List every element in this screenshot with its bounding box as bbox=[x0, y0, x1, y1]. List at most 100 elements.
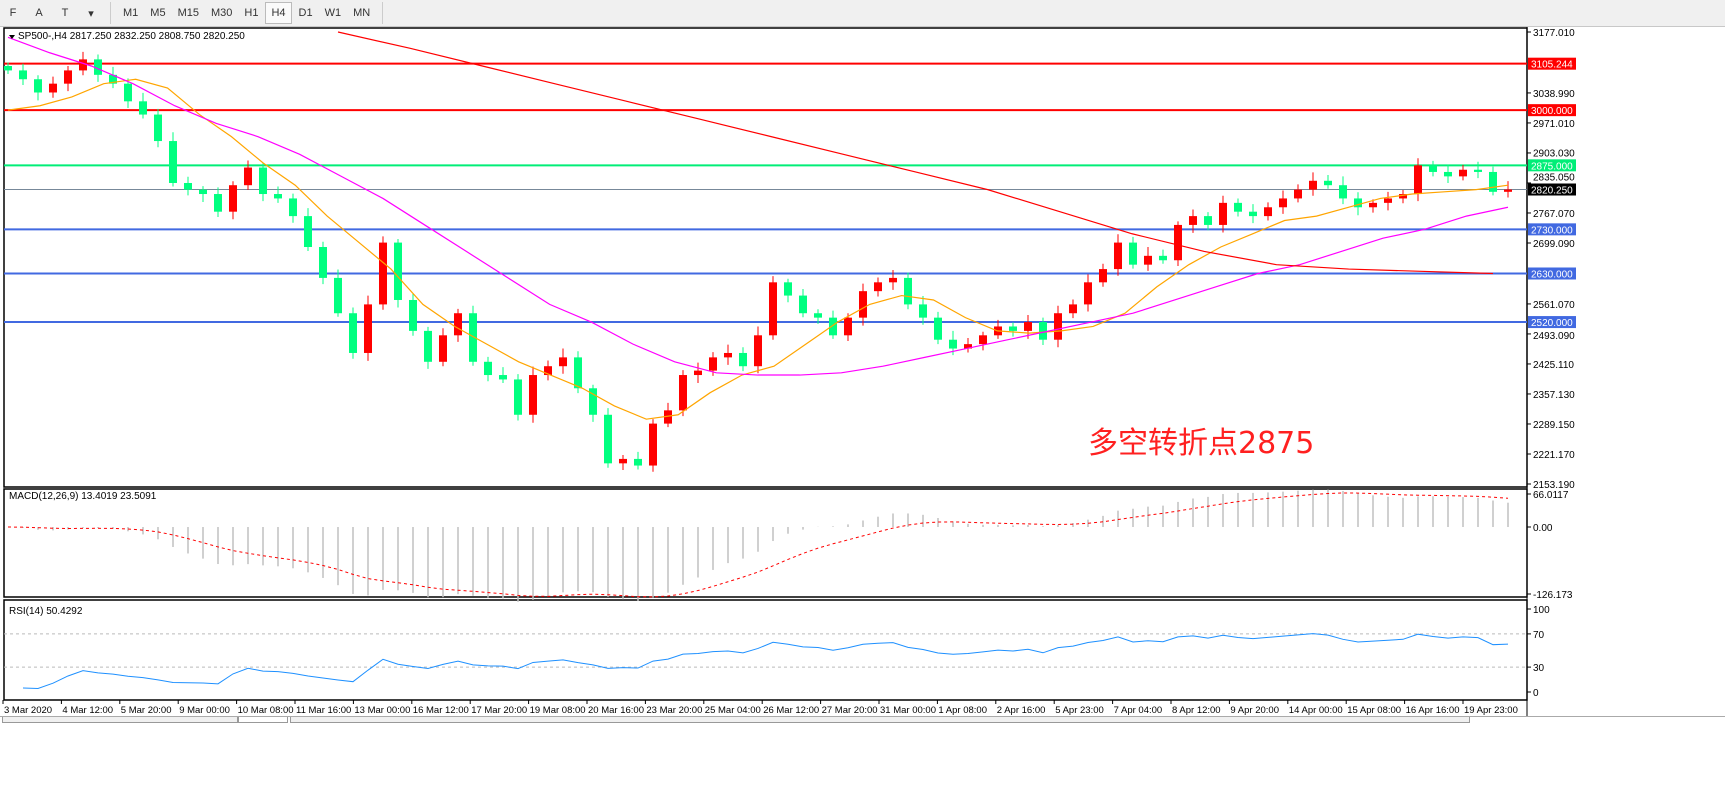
macd-pane bbox=[3, 488, 1528, 598]
candle-bear bbox=[124, 83, 132, 102]
candle-bull bbox=[694, 370, 702, 376]
candle-bear bbox=[634, 458, 642, 466]
candle-bear bbox=[4, 65, 12, 71]
candle-bull bbox=[619, 458, 627, 464]
candle-bull bbox=[1399, 194, 1407, 199]
price-tick-label: 2903.030 bbox=[1533, 148, 1575, 159]
timeframe-w1[interactable]: W1 bbox=[324, 7, 342, 19]
price-tick-label: 2493.090 bbox=[1533, 331, 1575, 342]
price-tick-label: 3177.010 bbox=[1533, 28, 1575, 39]
text-icon[interactable]: A bbox=[35, 7, 43, 19]
time-label: 14 Apr 00:00 bbox=[1289, 705, 1343, 716]
level-tag-current bbox=[1528, 183, 1576, 196]
level-tag-label: 2820.250 bbox=[1531, 186, 1573, 197]
candle-bull bbox=[1114, 242, 1122, 270]
candle-bear bbox=[1234, 202, 1242, 212]
candle-bear bbox=[1489, 171, 1497, 192]
time-label: 27 Mar 20:00 bbox=[822, 705, 878, 716]
candle-bull bbox=[844, 317, 852, 336]
time-label: 31 Mar 00:00 bbox=[880, 705, 936, 716]
candle-bull bbox=[859, 291, 867, 318]
candle-bull bbox=[1264, 207, 1272, 217]
candle-bear bbox=[424, 330, 432, 362]
time-label: 25 Mar 04:00 bbox=[705, 705, 761, 716]
price-chart[interactable]: 3177.010 3038.990 2971.010 2903.030 2835.050… bbox=[0, 27, 1725, 716]
candle-bull bbox=[649, 423, 657, 466]
candle-bull bbox=[889, 277, 897, 283]
timeframe-m15[interactable]: M15 bbox=[177, 7, 199, 19]
time-label: 4 Mar 12:00 bbox=[62, 705, 113, 716]
time-label: 19 Apr 23:00 bbox=[1464, 705, 1518, 716]
rsi-pane bbox=[3, 599, 1528, 701]
candle-bear bbox=[499, 375, 507, 380]
timeframe-mn[interactable]: MN bbox=[353, 7, 371, 19]
timeframe-h1[interactable]: H1 bbox=[244, 7, 259, 19]
candle-bull bbox=[679, 375, 687, 411]
price-tick-label: 2767.070 bbox=[1533, 209, 1575, 220]
candle-bear bbox=[394, 242, 402, 300]
price-tick-label: 2153.190 bbox=[1533, 480, 1575, 491]
time-label: 16 Mar 12:00 bbox=[413, 705, 469, 716]
arrows-icon[interactable]: ▾ bbox=[88, 7, 94, 20]
candle-bear bbox=[34, 79, 42, 93]
chart-tab-active[interactable] bbox=[238, 717, 288, 723]
candle-bull bbox=[364, 304, 372, 353]
candle-bear bbox=[1324, 180, 1332, 186]
price-tick-label: 3038.990 bbox=[1533, 89, 1575, 100]
chart-tab[interactable] bbox=[290, 717, 1470, 723]
time-label: 10 Mar 08:00 bbox=[238, 705, 294, 716]
candle-bear bbox=[169, 141, 177, 183]
candle-bear bbox=[199, 189, 207, 195]
candle-bull bbox=[544, 366, 552, 376]
candle-bear bbox=[604, 414, 612, 464]
text-label-icon[interactable]: T bbox=[61, 7, 69, 19]
candle-bear bbox=[19, 70, 27, 80]
time-label: 9 Apr 20:00 bbox=[1230, 705, 1279, 716]
candle-bull bbox=[724, 352, 732, 358]
time-label: 11 Mar 16:00 bbox=[296, 705, 351, 716]
time-label: 8 Apr 12:00 bbox=[1172, 705, 1221, 716]
timeframe-m1[interactable]: M1 bbox=[123, 7, 139, 19]
level-tag-support bbox=[1528, 223, 1576, 236]
time-label: 5 Apr 23:00 bbox=[1055, 705, 1104, 716]
level-tag-resistance bbox=[1528, 57, 1576, 70]
macd-tick-label: 66.0117 bbox=[1533, 490, 1569, 501]
candle-bear bbox=[289, 198, 297, 217]
candle-bear bbox=[109, 74, 117, 84]
time-label: 3 Mar 2020 bbox=[4, 705, 52, 716]
time-label: 13 Mar 00:00 bbox=[354, 705, 410, 716]
candle-bull bbox=[1054, 313, 1062, 340]
candle-bull bbox=[1459, 169, 1467, 177]
chart-tabs-bar bbox=[0, 716, 1725, 793]
level-tag-label: 2730.000 bbox=[1531, 225, 1573, 236]
candle-bear bbox=[739, 352, 747, 367]
level-tag-label: 2630.000 bbox=[1531, 269, 1573, 280]
candle-bull bbox=[1504, 189, 1512, 192]
timeframe-m30[interactable]: M30 bbox=[210, 7, 233, 19]
ma-mid-line bbox=[7, 36, 1509, 376]
grid-f-icon[interactable]: F bbox=[9, 7, 17, 19]
candle-bull bbox=[754, 335, 762, 367]
timeframe-h4[interactable]: H4 bbox=[265, 2, 292, 24]
candle-bear bbox=[154, 114, 162, 142]
time-label: 2 Apr 16:00 bbox=[997, 705, 1046, 716]
rsi-line bbox=[22, 633, 1509, 689]
time-label: 15 Apr 08:00 bbox=[1347, 705, 1401, 716]
candle-bear bbox=[1159, 255, 1167, 261]
candle-bear bbox=[1249, 211, 1257, 217]
chart-tab[interactable] bbox=[2, 717, 238, 723]
candle-bull bbox=[1309, 180, 1317, 190]
candle-bear bbox=[814, 313, 822, 318]
candle-bull bbox=[1414, 165, 1422, 195]
timeframe-d1[interactable]: D1 bbox=[298, 7, 313, 19]
candle-bear bbox=[1339, 185, 1347, 199]
toolbar-separator bbox=[110, 2, 111, 24]
candle-bull bbox=[1084, 282, 1092, 305]
candle-bear bbox=[469, 313, 477, 362]
time-label: 5 Mar 20:00 bbox=[121, 705, 172, 716]
candle-bull bbox=[439, 335, 447, 362]
timeframe-m5[interactable]: M5 bbox=[150, 7, 166, 19]
time-label: 17 Mar 20:00 bbox=[471, 705, 527, 716]
candle-bull bbox=[1144, 255, 1152, 265]
candle-bear bbox=[1354, 198, 1362, 208]
